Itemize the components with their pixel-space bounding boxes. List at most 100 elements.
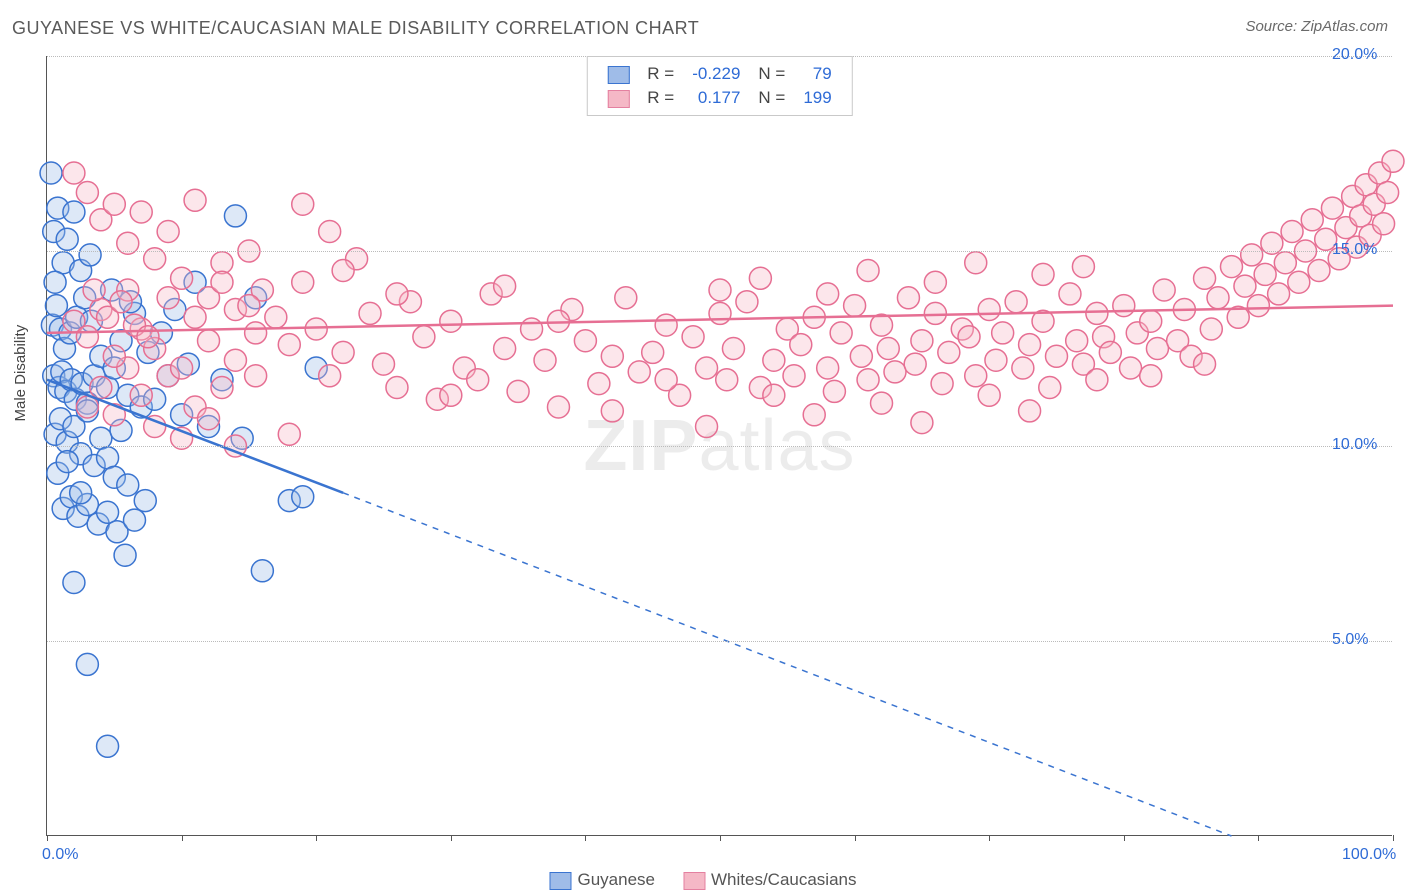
scatter-point: [844, 295, 866, 317]
scatter-point: [938, 341, 960, 363]
scatter-point: [137, 326, 159, 348]
scatter-point: [114, 544, 136, 566]
scatter-point: [1220, 256, 1242, 278]
scatter-point: [1046, 345, 1068, 367]
scatter-point: [1274, 252, 1296, 274]
scatter-point: [1308, 260, 1330, 282]
scatter-point: [97, 735, 119, 757]
scatter-point: [332, 341, 354, 363]
scatter-point: [373, 353, 395, 375]
scatter-point: [90, 377, 112, 399]
scatter-point: [1153, 279, 1175, 301]
gridline: [47, 251, 1392, 252]
scatter-point: [817, 357, 839, 379]
x-tick: [720, 835, 721, 841]
scatter-point: [319, 365, 341, 387]
scatter-point: [1019, 334, 1041, 356]
scatter-point: [292, 486, 314, 508]
scatter-point: [1012, 357, 1034, 379]
scatter-point: [211, 271, 233, 293]
scatter-point: [211, 252, 233, 274]
scatter-point: [1194, 267, 1216, 289]
scatter-point: [1099, 341, 1121, 363]
scatter-point: [157, 287, 179, 309]
scatter-point: [1140, 365, 1162, 387]
scatter-point: [871, 314, 893, 336]
x-tick: [585, 835, 586, 841]
scatter-point: [696, 416, 718, 438]
scatter-point: [1281, 221, 1303, 243]
scatter-point: [978, 299, 1000, 321]
scatter-point: [924, 271, 946, 293]
scatter-point: [44, 271, 66, 293]
scatter-point: [251, 560, 273, 582]
chart-container: GUYANESE VS WHITE/CAUCASIAN MALE DISABIL…: [0, 0, 1406, 892]
x-tick-label: 0.0%: [42, 846, 78, 864]
scatter-point: [440, 384, 462, 406]
scatter-point: [1207, 287, 1229, 309]
scatter-point: [1200, 318, 1222, 340]
legend-label: Whites/Caucasians: [711, 870, 857, 889]
scatter-point: [319, 221, 341, 243]
scatter-point: [992, 322, 1014, 344]
scatter-point: [467, 369, 489, 391]
scatter-point: [965, 252, 987, 274]
x-tick: [1258, 835, 1259, 841]
scatter-point: [386, 283, 408, 305]
scatter-point: [1140, 310, 1162, 332]
scatter-point: [783, 365, 805, 387]
scatter-point: [803, 404, 825, 426]
legend-r-value: -0.229: [684, 63, 748, 85]
scatter-point: [224, 205, 246, 227]
legend-n-value: 79: [795, 63, 839, 85]
scatter-point: [278, 334, 300, 356]
scatter-point: [763, 384, 785, 406]
scatter-point: [1039, 377, 1061, 399]
legend-n-value: 199: [795, 87, 839, 109]
scatter-point: [716, 369, 738, 391]
trend-line-extrapolated: [343, 493, 1231, 836]
legend-swatch: [607, 90, 629, 108]
scatter-point: [79, 244, 101, 266]
scatter-point: [198, 408, 220, 430]
y-tick-label: 15.0%: [1332, 241, 1384, 259]
scatter-point: [1113, 295, 1135, 317]
scatter-point: [123, 509, 145, 531]
scatter-point: [130, 384, 152, 406]
legend-label: Guyanese: [577, 870, 655, 889]
scatter-point: [1268, 283, 1290, 305]
scatter-point: [1241, 244, 1263, 266]
x-tick: [316, 835, 317, 841]
scatter-point: [958, 326, 980, 348]
scatter-point: [211, 377, 233, 399]
scatter-point: [1234, 275, 1256, 297]
scatter-point: [238, 295, 260, 317]
scatter-point: [871, 392, 893, 414]
scatter-point: [494, 338, 516, 360]
scatter-point: [171, 357, 193, 379]
scatter-point: [224, 349, 246, 371]
scatter-point: [588, 373, 610, 395]
scatter-point: [40, 162, 62, 184]
scatter-point: [134, 490, 156, 512]
scatter-point: [655, 314, 677, 336]
legend-item: Whites/Caucasians: [683, 870, 857, 890]
scatter-point: [1086, 369, 1108, 391]
gridline: [47, 446, 1392, 447]
scatter-point: [184, 306, 206, 328]
scatter-point: [1005, 291, 1027, 313]
scatter-point: [171, 267, 193, 289]
scatter-point: [857, 260, 879, 282]
scatter-point: [924, 302, 946, 324]
scatter-point: [56, 451, 78, 473]
plot-area: ZIPatlas R =-0.229N =79R =0.177N =199: [46, 56, 1392, 836]
y-tick-label: 10.0%: [1332, 436, 1384, 454]
legend-stats-row: R =-0.229N =79: [599, 63, 839, 85]
scatter-point: [76, 653, 98, 675]
scatter-point: [850, 345, 872, 367]
scatter-point: [184, 189, 206, 211]
scatter-point: [696, 357, 718, 379]
scatter-point: [897, 287, 919, 309]
scatter-point: [292, 193, 314, 215]
gridline: [47, 641, 1392, 642]
